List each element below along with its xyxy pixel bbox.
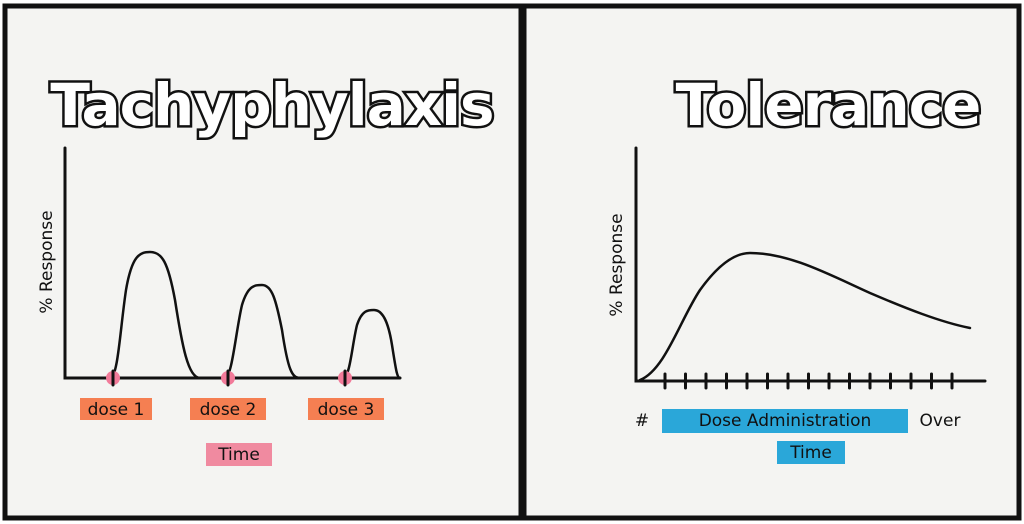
label-highlight xyxy=(308,398,384,420)
label-highlight xyxy=(777,441,845,464)
x-axis-title-prefix: # xyxy=(635,411,649,431)
x-axis-title-highlight: Dose Administration xyxy=(699,411,872,431)
panel-left xyxy=(2,3,524,521)
tolerance-panel: Tolerance % Response # Dose Administrati… xyxy=(607,69,987,464)
y-axis-label: % Response xyxy=(37,210,57,313)
panel-title: Tolerance xyxy=(676,71,981,139)
dose-label: dose 3 xyxy=(318,400,375,420)
x-axis-title-suffix: Over xyxy=(920,411,961,431)
response-curve xyxy=(638,251,972,382)
panel-title: Tachyphylaxis xyxy=(50,71,493,139)
label-highlight xyxy=(206,443,272,466)
label-highlight xyxy=(80,398,152,420)
label-highlight xyxy=(190,398,266,420)
response-curve xyxy=(63,250,402,380)
tachyphylaxis-panel: Tachyphylaxis % Response dose 1 dose 2 d… xyxy=(37,69,497,466)
label-highlight xyxy=(662,409,908,433)
x-axis-title-line2: Time xyxy=(789,443,832,463)
y-axis-label: % Response xyxy=(607,213,627,316)
dose-label: dose 2 xyxy=(200,400,257,420)
dose-label: dose 1 xyxy=(88,400,145,420)
x-axis-title: Time xyxy=(217,445,260,465)
